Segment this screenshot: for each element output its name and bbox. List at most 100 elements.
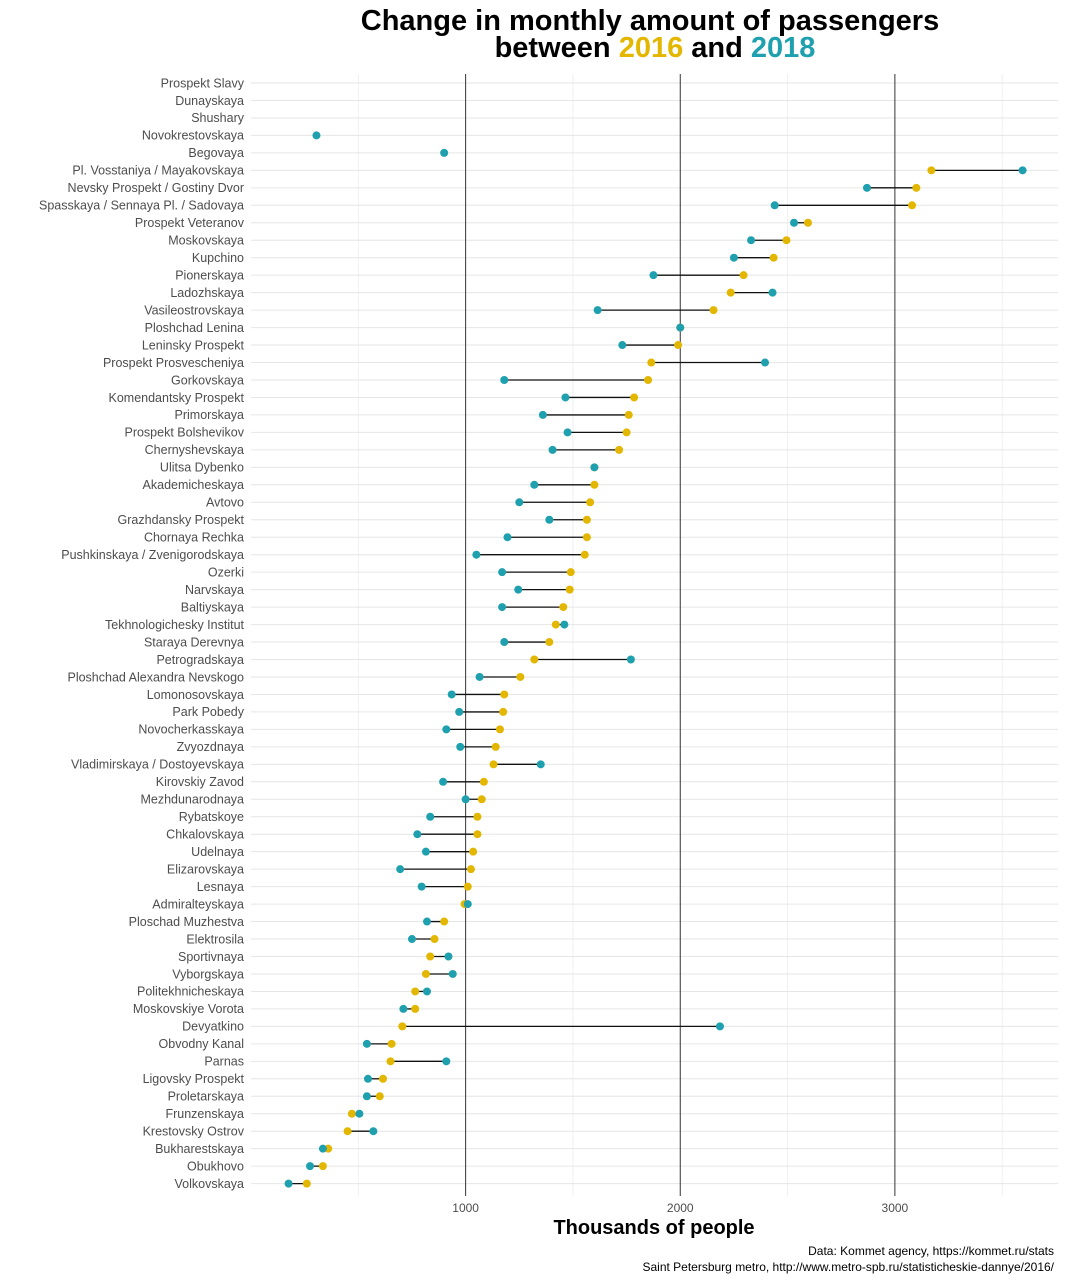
station-label: Petrogradskaya — [156, 653, 244, 667]
station-label: Prospekt Prosvescheniya — [103, 356, 244, 370]
station-label: Obvodny Kanal — [159, 1037, 244, 1051]
point-2018 — [729, 253, 738, 262]
point-2016 — [411, 987, 420, 996]
point-2018 — [563, 428, 572, 437]
point-2016 — [398, 1022, 407, 1031]
point-2018 — [530, 480, 539, 489]
point-2016 — [674, 341, 683, 350]
station-label: Nevsky Prospekt / Gostiny Dvor — [68, 181, 244, 195]
station-label: Baltiyskaya — [181, 600, 244, 614]
station-label: Pionerskaya — [175, 268, 244, 282]
station-label: Prospekt Veteranov — [135, 216, 245, 230]
point-2016 — [440, 917, 449, 926]
point-2016 — [803, 218, 812, 227]
point-2018 — [747, 236, 756, 245]
point-2018 — [649, 271, 658, 280]
point-2018 — [503, 533, 512, 542]
point-2018 — [500, 375, 509, 384]
station-label: Moskovskaya — [168, 234, 244, 248]
station-label: Ulitsa Dybenko — [160, 461, 244, 475]
point-2016 — [318, 1162, 327, 1171]
station-label: Ploschad Muzhestva — [129, 915, 244, 929]
point-2016 — [726, 288, 735, 297]
point-2018 — [444, 952, 453, 961]
station-label: Grazhdansky Prospekt — [118, 513, 245, 527]
station-label: Prospekt Bolshevikov — [124, 426, 244, 440]
point-2016 — [580, 550, 589, 559]
station-label: Pushkinskaya / Zvenigorodskaya — [61, 548, 244, 562]
point-2016 — [559, 603, 568, 612]
station-label: Sportivnaya — [178, 950, 244, 964]
point-2018 — [312, 131, 321, 140]
point-2016 — [782, 236, 791, 245]
point-2016 — [565, 585, 574, 594]
point-2018 — [515, 498, 524, 507]
point-2016 — [545, 638, 554, 647]
station-label: Ligovsky Prospekt — [143, 1072, 245, 1086]
station-label: Chornaya Rechka — [144, 531, 244, 545]
point-2018 — [422, 917, 431, 926]
point-2016 — [473, 812, 482, 821]
station-label: Parnas — [204, 1055, 244, 1069]
station-label: Admiralteyskaya — [152, 897, 244, 911]
station-label: Vladimirskaya / Dostoyevskaya — [71, 758, 244, 772]
point-2016 — [343, 1127, 352, 1136]
point-2018 — [461, 795, 470, 804]
station-label: Tekhnologichesky Institut — [105, 618, 244, 632]
x-tick-label: 1000 — [452, 1201, 479, 1215]
point-2016 — [499, 707, 508, 716]
point-2016 — [375, 1092, 384, 1101]
x-tick-label: 3000 — [882, 1201, 909, 1215]
point-2016 — [516, 672, 525, 681]
point-2018 — [538, 410, 547, 419]
point-2018 — [426, 812, 435, 821]
station-label: Frunzenskaya — [165, 1107, 244, 1121]
station-label: Gorkovskaya — [171, 373, 244, 387]
point-2016 — [491, 742, 500, 751]
point-2016 — [477, 795, 486, 804]
station-label: Avtovo — [206, 496, 244, 510]
station-label: Ozerki — [208, 565, 244, 579]
point-2016 — [630, 393, 639, 402]
title-year-2016: 2016 — [619, 32, 684, 64]
chart-title-line1: Change in monthly amount of passengers — [361, 5, 939, 37]
x-tick-label: 2000 — [667, 1201, 694, 1215]
point-2018 — [407, 935, 416, 944]
data-source-caption: Data: Kommet agency, https://kommet.ru/s… — [808, 1244, 1054, 1258]
title-and: and — [683, 32, 751, 64]
point-2018 — [417, 882, 426, 891]
point-2016 — [582, 515, 591, 524]
station-label: Ploshchad Alexandra Nevskogo — [67, 670, 244, 684]
station-label: Narvskaya — [185, 583, 244, 597]
station-label: Komendantsky Prospekt — [109, 391, 245, 405]
point-2018 — [561, 393, 570, 402]
point-2018 — [447, 690, 456, 699]
point-2018 — [355, 1109, 364, 1118]
station-label: Begovaya — [188, 146, 244, 160]
station-label: Prospekt Slavy — [161, 76, 245, 90]
point-2018 — [399, 1004, 408, 1013]
point-2018 — [362, 1092, 371, 1101]
point-2016 — [463, 882, 472, 891]
point-2016 — [590, 480, 599, 489]
title-year-2018: 2018 — [751, 32, 816, 64]
point-2016 — [908, 201, 917, 210]
station-label: Udelnaya — [191, 845, 244, 859]
station-label: Obukhovo — [187, 1159, 244, 1173]
point-2018 — [862, 183, 871, 192]
point-2018 — [456, 742, 465, 751]
point-2018 — [306, 1162, 315, 1171]
station-label: Primorskaya — [175, 408, 245, 422]
point-2018 — [593, 306, 602, 315]
point-2018 — [413, 830, 422, 839]
station-label: Politekhnicheskaya — [137, 985, 244, 999]
point-2018 — [676, 323, 685, 332]
point-2016 — [495, 725, 504, 734]
station-label: Akademicheskaya — [143, 478, 244, 492]
point-2016 — [421, 969, 430, 978]
point-2016 — [622, 428, 631, 437]
point-2018 — [284, 1179, 293, 1188]
plot-area: 1000 2000 3000 Prospekt Slavy Dunayskaya Shus… — [39, 74, 1058, 1215]
point-2016 — [912, 183, 921, 192]
